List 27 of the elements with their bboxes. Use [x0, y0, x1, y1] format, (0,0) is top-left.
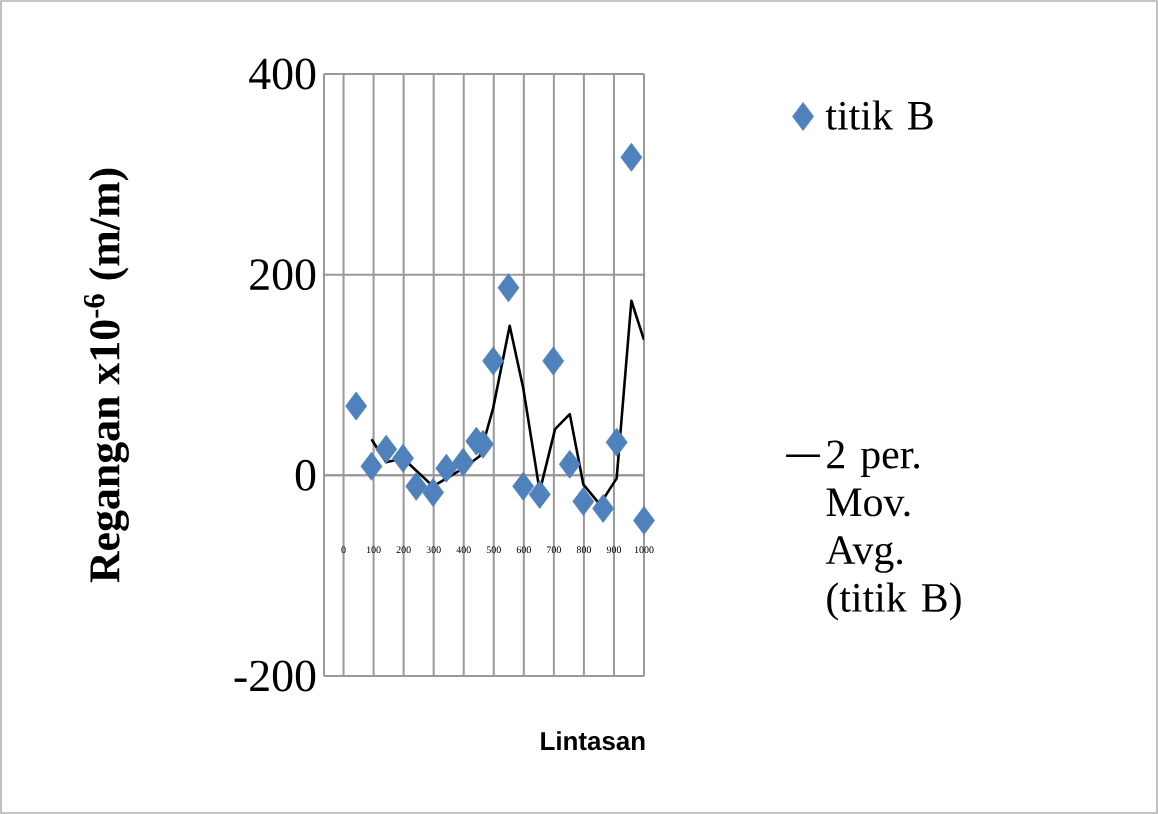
y-axis-title: Regangan x10$^{-6}$ (m/m) — [83, 168, 129, 583]
point — [405, 471, 428, 501]
point — [605, 427, 628, 457]
point — [482, 346, 505, 376]
legend-label: 2 per. Mov. Avg. (titik B) — [825, 440, 961, 621]
y-tick-label: 0 — [295, 459, 316, 491]
point — [392, 443, 414, 473]
y-tick-label: 200 — [250, 259, 316, 291]
point — [620, 142, 643, 172]
point — [452, 447, 475, 477]
point — [542, 346, 565, 376]
point — [528, 480, 551, 509]
point — [360, 451, 383, 481]
point — [497, 273, 520, 303]
point — [633, 506, 655, 535]
point — [592, 494, 615, 523]
legend-label: titik B — [825, 100, 933, 130]
point — [422, 477, 444, 507]
point — [512, 471, 535, 501]
point — [375, 434, 398, 464]
x-axis-title: Lintasan — [541, 731, 645, 751]
point — [435, 453, 458, 483]
y-tick-label: 400 — [249, 58, 316, 90]
point — [345, 391, 368, 421]
y-tick-label: -200 — [234, 660, 316, 692]
point — [572, 487, 595, 516]
point — [558, 449, 581, 479]
